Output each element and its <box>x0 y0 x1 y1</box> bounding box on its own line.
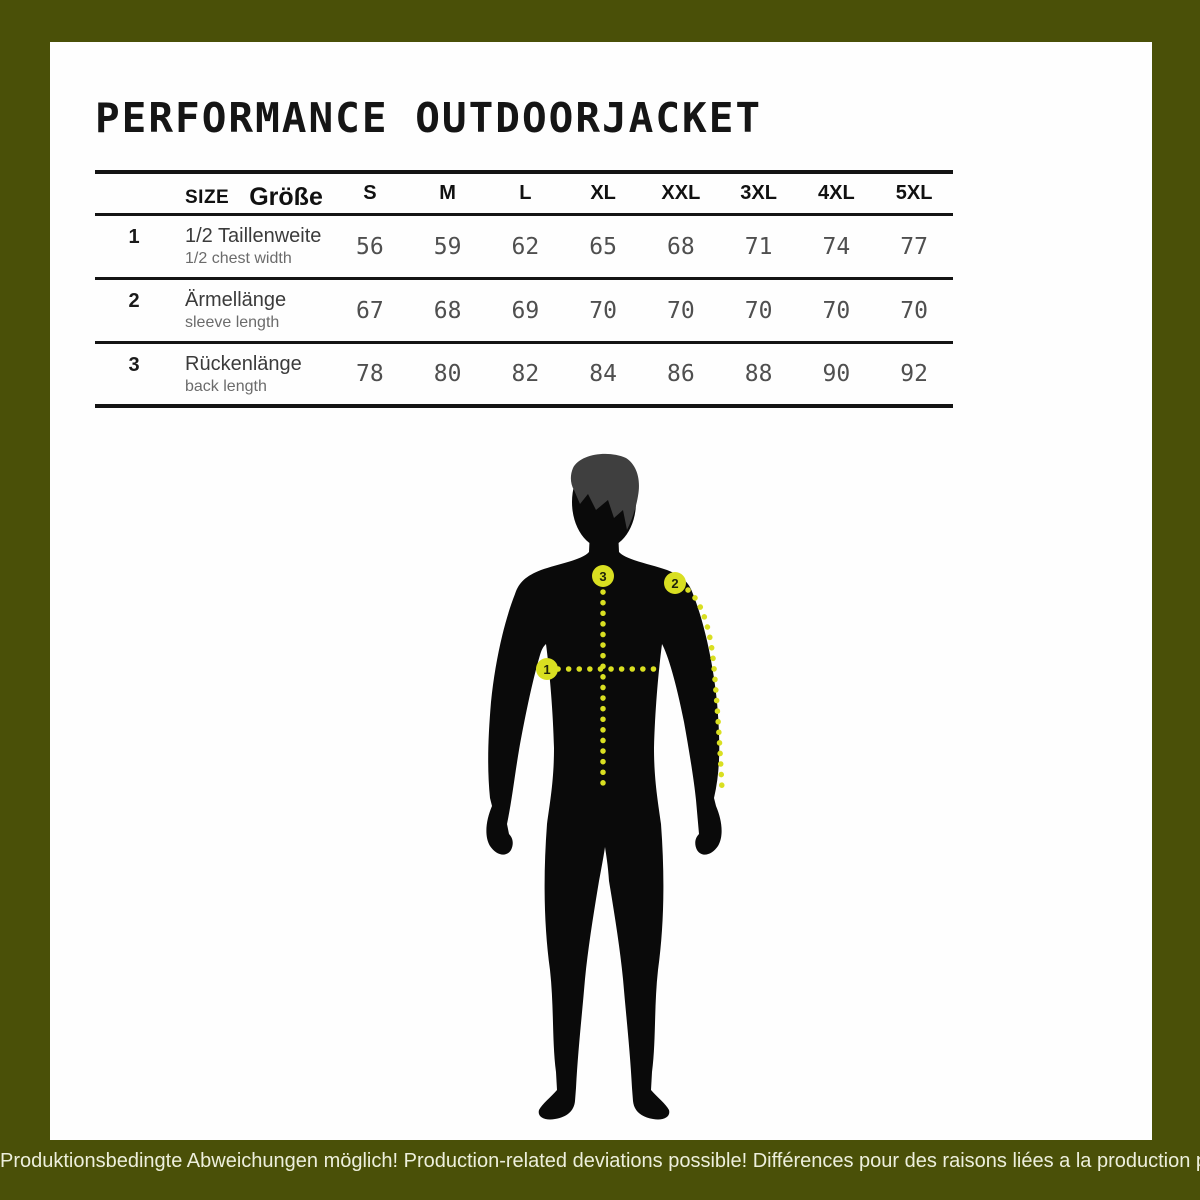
value-cell: 71 <box>744 233 773 260</box>
value-cell: 67 <box>356 297 384 324</box>
value-cell: 59 <box>433 233 462 260</box>
table-header-row: SIZE Größe S M L XL XXL 3XL 4XL 5XL <box>95 170 953 216</box>
row-label-de: 1/2 Taillenweite <box>185 225 322 247</box>
header-number-cell <box>95 174 173 213</box>
row-label-en: 1/2 chest width <box>185 250 292 267</box>
value-cell: 90 <box>822 361 851 387</box>
measure-marker-2: 2 <box>664 572 686 594</box>
table-row-chest-width: 1 1/2 Taillenweite 1/2 chest width 56 59… <box>95 216 953 280</box>
value-cell: 80 <box>433 361 462 387</box>
page-title: PERFORMANCE OUTDOORJACKET <box>95 94 763 142</box>
value-cell: 82 <box>511 361 540 387</box>
value-cell: 86 <box>667 361 695 387</box>
value-cell: 70 <box>900 297 928 324</box>
value-cell: 62 <box>511 233 540 260</box>
svg-text:3: 3 <box>599 569 606 584</box>
size-chart-sheet: PERFORMANCE OUTDOORJACKET SIZE Größe S M… <box>50 42 1152 1140</box>
row-label-de: Ärmellänge <box>185 289 287 311</box>
column-header-xxl: XXL <box>661 182 701 204</box>
measure-marker-1: 1 <box>536 658 558 680</box>
value-cell: 70 <box>744 297 773 324</box>
column-header-s: S <box>363 182 377 204</box>
value-cell: 68 <box>433 297 462 324</box>
value-cell: 65 <box>589 233 617 260</box>
row-number: 3 <box>128 354 140 376</box>
value-cell: 70 <box>589 297 617 324</box>
row-label-de: Rückenlänge <box>185 353 302 375</box>
value-cell: 77 <box>900 233 928 260</box>
svg-text:2: 2 <box>671 576 678 591</box>
table-row-back-length: 3 Rückenlänge back length 78 80 82 84 86… <box>95 344 953 408</box>
sleeve-length-line <box>685 587 725 793</box>
row-label-cell: Rückenlänge back length <box>173 344 331 404</box>
header-label-cell: SIZE Größe <box>173 174 331 213</box>
value-cell: 56 <box>356 233 384 260</box>
column-header-3xl: 3XL <box>740 182 777 204</box>
size-table: SIZE Größe S M L XL XXL 3XL 4XL 5XL 1 1/… <box>95 170 953 408</box>
value-cell: 84 <box>589 361 617 387</box>
value-cell: 70 <box>822 297 851 324</box>
man-silhouette <box>486 530 722 1120</box>
row-label-cell: 1/2 Taillenweite 1/2 chest width <box>173 216 331 277</box>
value-cell: 74 <box>822 233 851 260</box>
value-cell: 78 <box>356 361 384 387</box>
column-header-xl: XL <box>590 182 616 204</box>
hair <box>570 453 639 530</box>
size-header-de: Größe <box>249 183 323 211</box>
row-number: 2 <box>128 290 140 312</box>
production-note: Produktionsbedingte Abweichungen möglich… <box>0 1150 1200 1172</box>
row-number: 1 <box>128 226 140 248</box>
value-cell: 92 <box>900 361 928 387</box>
row-label-en: back length <box>185 378 267 395</box>
svg-text:1: 1 <box>543 662 550 677</box>
size-header-en: SIZE <box>185 186 230 208</box>
column-header-l: L <box>519 182 532 204</box>
value-cell: 88 <box>744 361 773 387</box>
size-figure: 1 2 3 <box>486 453 725 1120</box>
column-header-5xl: 5XL <box>895 182 933 204</box>
value-cell: 68 <box>667 233 695 260</box>
measure-marker-3: 3 <box>592 565 614 587</box>
value-cell: 69 <box>511 297 540 324</box>
row-label-cell: Ärmellänge sleeve length <box>173 280 331 341</box>
column-header-m: M <box>439 182 456 204</box>
column-header-4xl: 4XL <box>818 182 855 204</box>
table-row-sleeve-length: 2 Ärmellänge sleeve length 67 68 69 70 7… <box>95 280 953 344</box>
row-label-en: sleeve length <box>185 314 280 331</box>
value-cell: 70 <box>667 297 695 324</box>
